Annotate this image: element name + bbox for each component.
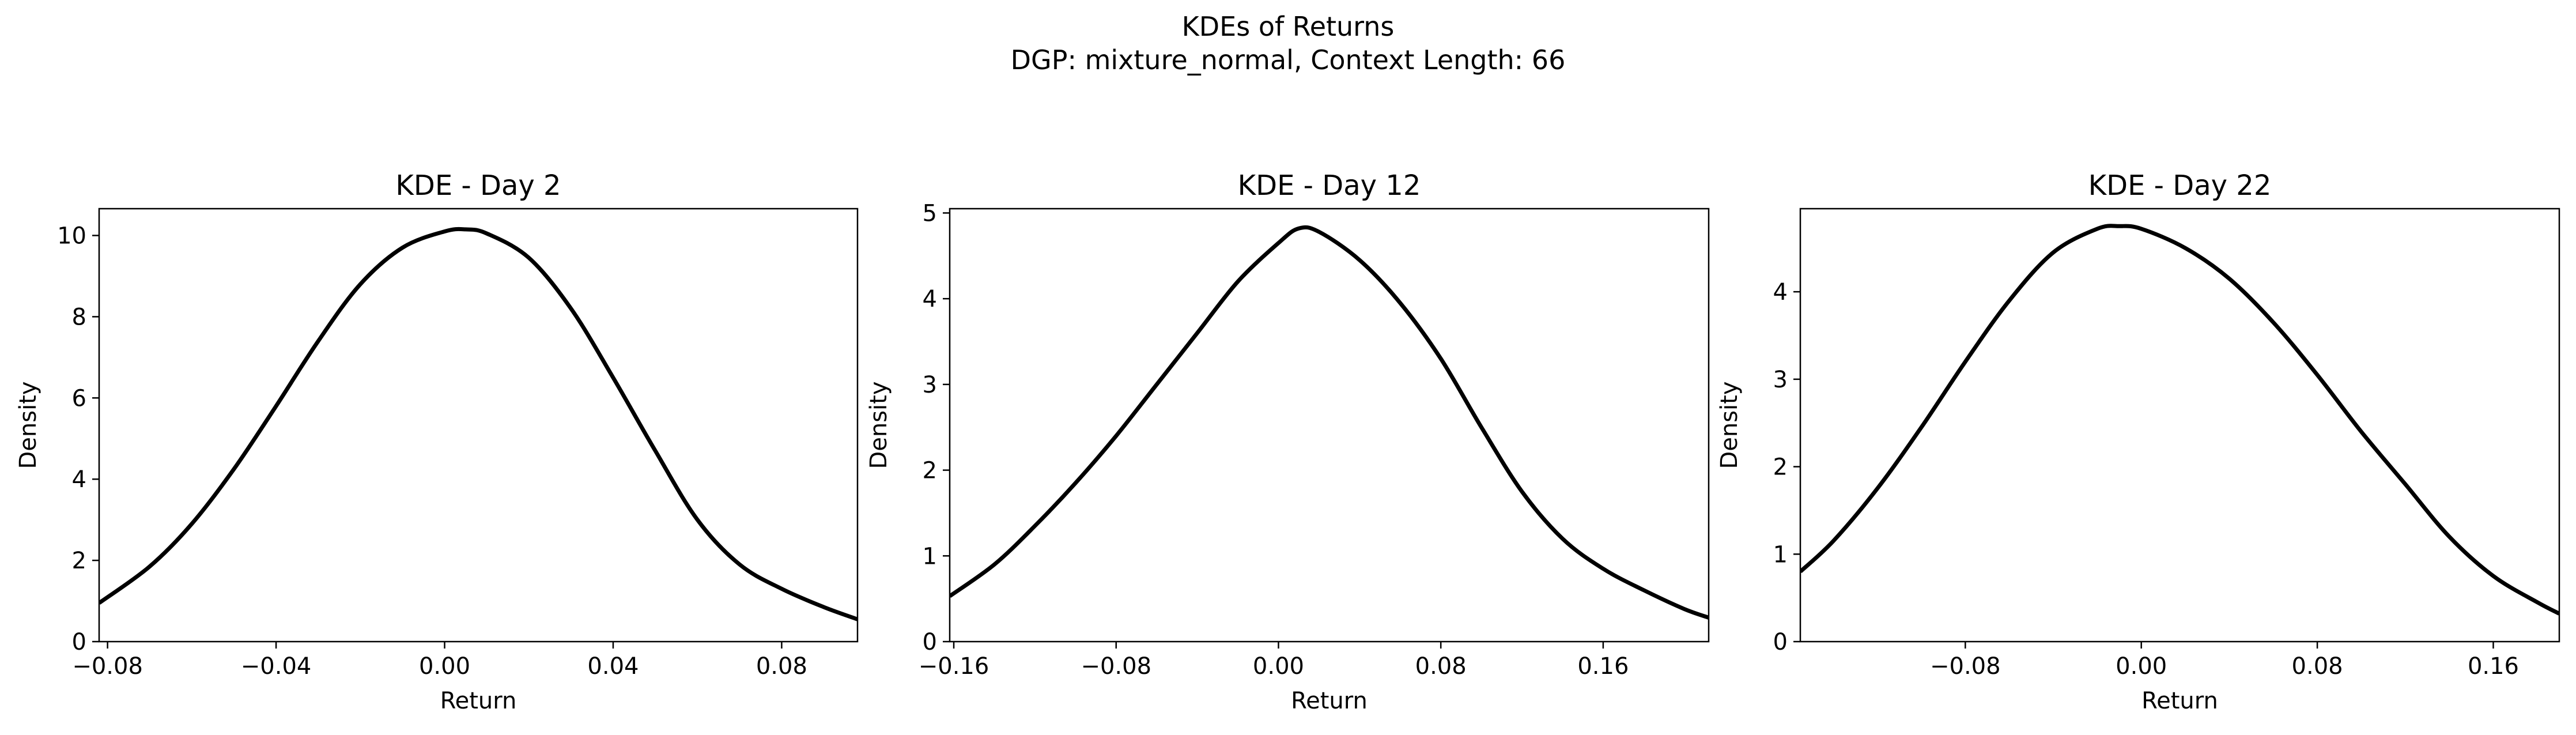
panel-2-y-tick-label: 5 <box>923 200 937 227</box>
figure-subtitle: DGP: mixture_normal, Context Length: 66 <box>1011 44 1566 76</box>
panel-1-x-tick-label: −0.04 <box>241 653 312 680</box>
panel-3-kde-curve-0 <box>1800 224 2559 616</box>
kde-panel-day-2: KDE - Day 2 −0.08 −0.04 0.00 0.04 0.08 0 2 4 6 8 10… <box>15 169 859 714</box>
panel-2-x-axis-label: Return <box>1291 688 1368 714</box>
panel-1-x-tick-label: 0.00 <box>419 653 470 680</box>
panel-3-axes-frame <box>1799 208 2560 643</box>
panel-1-y-axis-label: Density <box>15 381 41 469</box>
panel-2-y-tick-label: 2 <box>923 458 937 484</box>
panel-2-x-tick-label: 0.16 <box>1577 653 1629 680</box>
panel-1-x-tick-label: 0.08 <box>756 653 807 680</box>
panel-2-y-tick-label: 0 <box>923 629 937 655</box>
panel-3-y-tick-label: 0 <box>1773 629 1788 655</box>
panel-2-kde-curve-0 <box>950 225 1709 620</box>
panel-3-y-tick-label: 4 <box>1773 279 1788 306</box>
kde-panel-day-12: KDE - Day 12 −0.16 −0.08 0.00 0.08 0.16 0 1 2 3 4 5… <box>866 169 1710 714</box>
panel-3-x-tick-label: 0.08 <box>2292 653 2343 680</box>
panel-1-x-axis-label: Return <box>440 688 517 714</box>
panel-1-y-tick-label: 0 <box>72 629 86 655</box>
panel-2-x-tick-label: −0.08 <box>1081 653 1151 680</box>
panel-3-y-tick-label: 1 <box>1773 541 1788 568</box>
panel-1-y-tick-label: 10 <box>57 223 86 249</box>
panel-1-title: KDE - Day 2 <box>395 169 561 202</box>
panel-1-axes-frame <box>98 208 859 643</box>
panel-2-y-tick-label: 1 <box>923 543 937 570</box>
panel-3-x-tick-label: −0.08 <box>1930 653 2001 680</box>
panel-1-y-tick-label: 4 <box>72 466 86 493</box>
panel-3-y-axis-label: Density <box>1716 381 1743 469</box>
panel-3-x-tick-label: 0.16 <box>2468 653 2519 680</box>
panel-2-y-tick-label: 4 <box>923 286 937 312</box>
panel-1-x-tick-label: −0.08 <box>72 653 143 680</box>
panel-2-x-tick-label: −0.16 <box>919 653 989 680</box>
panel-3-x-tick-label: 0.00 <box>2116 653 2167 680</box>
panel-2-x-tick-label: 0.08 <box>1415 653 1467 680</box>
panel-3-y-tick-label: 3 <box>1773 367 1788 393</box>
panel-2-x-tick-label: 0.00 <box>1253 653 1304 680</box>
panel-1-y-tick-label: 6 <box>72 385 86 412</box>
kde-panel-day-22: KDE - Day 22 −0.08 0.00 0.08 0.16 0 1 2 3 4 Return… <box>1716 169 2560 714</box>
figure-title: KDEs of Returns <box>1182 11 1395 42</box>
panel-1-y-tick-label: 8 <box>72 304 86 330</box>
panel-2-y-tick-label: 3 <box>923 372 937 398</box>
panel-1-kde-curve-0 <box>99 227 858 621</box>
panel-3-title: KDE - Day 22 <box>2088 169 2272 202</box>
panel-1-y-tick-label: 2 <box>72 548 86 574</box>
panel-2-title: KDE - Day 12 <box>1238 169 1421 202</box>
panel-2-y-axis-label: Density <box>866 381 892 469</box>
panel-3-x-axis-label: Return <box>2141 688 2218 714</box>
panel-2-axes-frame <box>949 208 1710 643</box>
panel-3-y-tick-label: 2 <box>1773 454 1788 481</box>
panel-1-x-tick-label: 0.04 <box>587 653 639 680</box>
